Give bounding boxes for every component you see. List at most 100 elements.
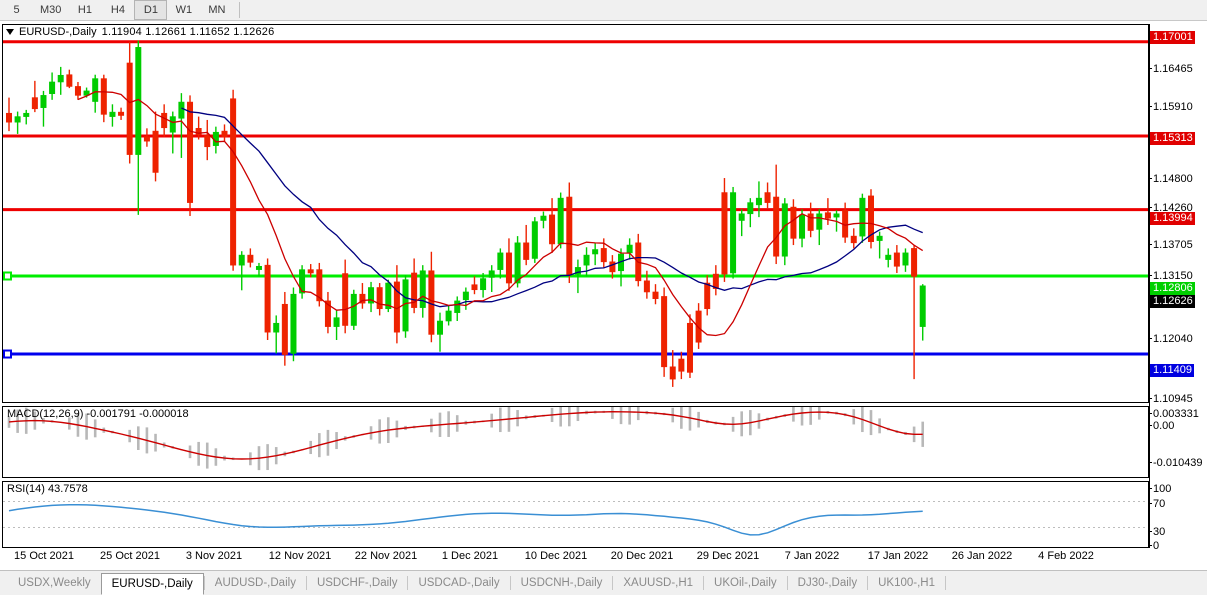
candle-body-bullish — [540, 215, 547, 221]
chart-tab-usdcaddaily[interactable]: USDCAD-,Daily — [418, 577, 500, 589]
chart-tab-xauusdh1[interactable]: XAUUSD-,H1 — [623, 577, 694, 589]
tab-divider — [945, 576, 946, 590]
candle-body-bearish — [505, 252, 512, 284]
timeframe-button-5[interactable]: 5 — [13, 4, 20, 16]
toolbar-divider — [239, 2, 241, 18]
macd-pane[interactable]: MACD(12,26,9) -0.001791 -0.000018 — [2, 406, 1149, 478]
axis-tick-label: 0 — [1149, 541, 1159, 552]
candle-body-bullish — [49, 81, 56, 94]
candle-body-bullish — [238, 254, 245, 266]
axis-tick-mark — [1149, 425, 1152, 426]
candle-body-bearish — [143, 136, 150, 142]
chart-tab-audusddaily[interactable]: AUDUSD-,Daily — [214, 577, 296, 589]
axis-tick-mark — [1149, 207, 1152, 208]
candle-body-bearish — [221, 130, 228, 138]
tab-divider — [612, 576, 614, 590]
price-axis[interactable]: 1.16465 1.15910 1.14800 1.14260 1.13705 1.131… — [1149, 24, 1207, 552]
candle-body-bearish — [807, 213, 814, 231]
candle-body-bullish — [799, 214, 806, 239]
chart-tab-uk100h1[interactable]: UK100-,H1 — [878, 577, 935, 589]
timeframe-button-mn[interactable]: MN — [208, 4, 226, 16]
axis-tick-label: 1.16465 — [1149, 64, 1193, 75]
axis-tick-label: 1.15910 — [1149, 102, 1193, 113]
candle-body-bullish — [57, 74, 64, 83]
axis-tick-mark — [1149, 338, 1152, 339]
axis-tick-label: 1.12040 — [1149, 334, 1193, 345]
date-axis-label: 4 Feb 2022 — [1038, 550, 1094, 562]
date-axis-label: 22 Nov 2021 — [354, 550, 418, 562]
candle-body-bearish — [523, 242, 530, 260]
candle-body-bullish — [592, 249, 599, 255]
axis-tick-mark — [1149, 106, 1152, 107]
price-chart-pane[interactable] — [2, 24, 1149, 403]
price-label-red[interactable]: 1.13994 — [1150, 212, 1195, 225]
candle-body-bullish — [299, 269, 306, 294]
candle-body-bullish — [816, 213, 823, 230]
candle-body-bullish — [454, 300, 461, 313]
price-label-green[interactable]: 1.12806 — [1150, 282, 1195, 295]
chart-tab-usdchfdaily[interactable]: USDCHF-,Daily — [316, 577, 398, 589]
date-axis: 15 Oct 2021 25 Oct 2021 3 Nov 2021 12 Nov 2… — [2, 550, 1149, 566]
axis-tick-label: 1.13705 — [1149, 240, 1193, 251]
axis-tick-mark — [1149, 398, 1152, 399]
candle-body-bullish — [497, 252, 504, 270]
tab-divider — [203, 576, 205, 590]
chart-tab-eurusddaily[interactable]: EURUSD-,Daily — [100, 573, 204, 595]
candle-body-bullish — [23, 112, 30, 117]
chart-tab-usdxweekly[interactable]: USDX,Weekly — [18, 577, 91, 589]
candle-body-bullish — [919, 285, 926, 327]
chevron-down-icon[interactable] — [6, 29, 14, 35]
candle-body-bearish — [204, 135, 211, 148]
candle-body-bullish — [350, 293, 357, 326]
timeframe-button-d1[interactable]: D1 — [134, 0, 168, 20]
rsi-pane[interactable]: RSI(14) 43.7578 — [2, 481, 1149, 548]
timeframe-button-h4[interactable]: H4 — [110, 4, 125, 16]
price-label-red[interactable]: 1.17001 — [1150, 31, 1195, 44]
candle-body-bearish — [74, 86, 81, 96]
timeframe-toolbar: 5 M30 H1 H4 D1 W1 MN — [0, 0, 1207, 21]
timeframe-button-m30[interactable]: M30 — [40, 4, 62, 16]
candle-body-bearish — [264, 264, 271, 333]
axis-tick-label: 1.10945 — [1149, 394, 1193, 405]
candle-body-bearish — [824, 212, 831, 219]
level-anchor-handle — [3, 349, 12, 359]
candle-body-bearish — [686, 322, 693, 373]
candle-body-bearish — [850, 235, 857, 244]
candle-body-bullish — [738, 213, 745, 221]
candle-body-bullish — [876, 235, 883, 241]
date-axis-label: 25 Oct 2021 — [100, 550, 160, 562]
chart-tab-usdcnhdaily[interactable]: USDCNH-,Daily — [520, 577, 603, 589]
moving-average-line — [181, 107, 923, 308]
axis-tick-label: 1.13150 — [1149, 271, 1193, 282]
date-axis-label: 15 Oct 2021 — [14, 550, 74, 562]
candle-body-bullish — [626, 244, 633, 254]
candle-body-bullish — [40, 95, 47, 108]
candle-body-bullish — [747, 202, 754, 215]
candle-body-bullish — [445, 310, 452, 322]
chart-tab-bar[interactable]: USDX,Weekly EURUSD-,Daily AUDUSD-,Daily USD… — [0, 570, 1207, 595]
axis-tick-mark — [1149, 68, 1152, 69]
candle-body-bullish — [480, 278, 487, 291]
candle-body-bullish — [755, 197, 762, 206]
price-label-black[interactable]: 1.12626 — [1150, 295, 1195, 308]
tab-divider — [407, 576, 409, 590]
candle-body-bearish — [643, 280, 650, 293]
tab-divider — [509, 576, 511, 590]
level-anchor-handle — [3, 271, 12, 281]
candle-body-bearish — [549, 214, 556, 245]
candle-body-bearish — [161, 112, 168, 129]
candle-body-bearish — [790, 206, 797, 239]
price-chart-canvas — [3, 40, 1148, 387]
timeframe-button-h1[interactable]: H1 — [77, 4, 92, 16]
chart-tab-dj30daily[interactable]: DJ30-,Daily — [797, 577, 858, 589]
candle-body-bullish — [368, 287, 375, 304]
price-label-red[interactable]: 1.15313 — [1150, 132, 1195, 145]
candle-body-bullish — [833, 213, 840, 218]
price-chart-header: EURUSD-,Daily 1.11904 1.12661 1.11652 1.… — [6, 26, 274, 38]
chart-tab-ukoildaily[interactable]: UKOil-,Daily — [714, 577, 777, 589]
axis-tick-label: -0.010439 — [1149, 458, 1203, 469]
candle-body-bearish — [669, 366, 676, 380]
timeframe-button-w1[interactable]: W1 — [175, 4, 193, 16]
candle-body-bearish — [31, 97, 38, 110]
price-label-blue[interactable]: 1.11409 — [1150, 364, 1194, 377]
